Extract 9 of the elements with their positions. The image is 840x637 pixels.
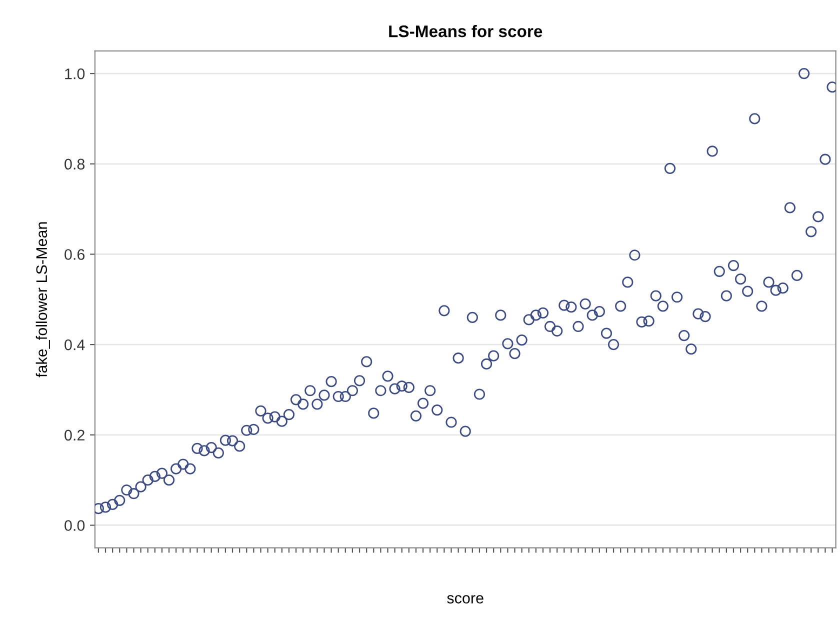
y-tick-label: 0.0 — [64, 520, 85, 531]
x-axis-title: score — [447, 595, 484, 604]
y-tick-label: 1.0 — [65, 68, 85, 80]
y-tick-label: 0.8 — [64, 158, 85, 170]
y-axis-title: fake_follower LS-Mean — [36, 222, 50, 378]
y-tick-label: 0.6 — [64, 249, 85, 260]
y-tick-label: 0.2 — [64, 430, 84, 441]
y-tick-label: 0.4 — [64, 339, 85, 350]
chart-title: LS-Means for score — [389, 24, 542, 38]
